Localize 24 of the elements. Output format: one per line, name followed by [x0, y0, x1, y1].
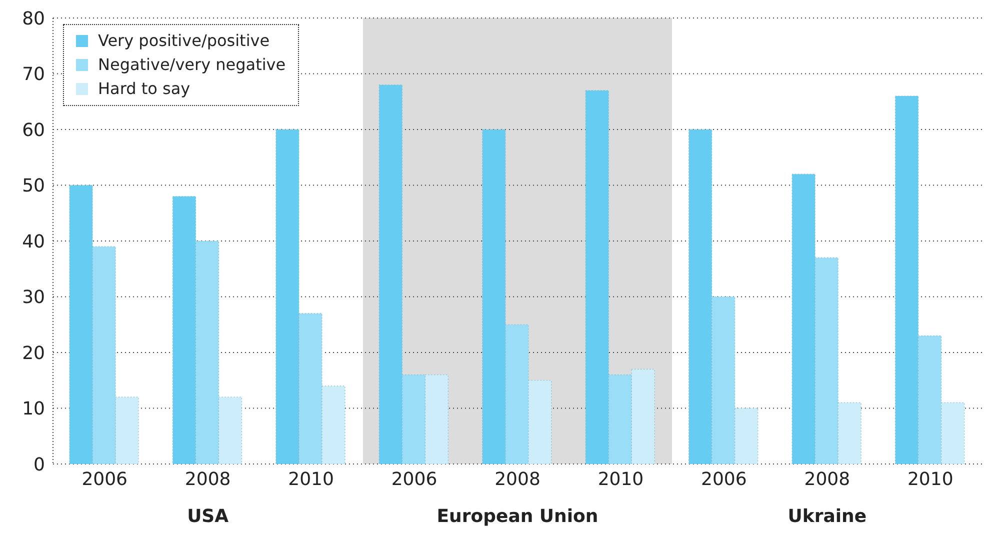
y-tick-label: 20 — [22, 342, 45, 364]
x-tick-label: 2006 — [391, 468, 438, 490]
x-tick-label: 2010 — [288, 468, 334, 490]
y-tick-label: 80 — [22, 8, 45, 30]
x-tick-label: 2008 — [804, 468, 850, 490]
text: Ukraine — [786, 506, 868, 527]
legend-label: Very positive/positive — [98, 30, 270, 52]
y-tick-label: 70 — [22, 64, 45, 86]
y-tick-label: 60 — [22, 120, 45, 141]
legend-label: Hard to say — [98, 78, 190, 100]
x-tick-label: 2008 — [494, 468, 540, 490]
x-tick-label: 2006 — [701, 468, 747, 490]
y-tick-label: 40 — [22, 231, 45, 252]
legend-label: Negative/very negative — [98, 54, 286, 76]
y-tick-label: 10 — [22, 398, 45, 420]
x-tick-label: 2008 — [184, 468, 231, 490]
y-tick-label: 0 — [34, 454, 45, 476]
y-tick-label: 50 — [22, 176, 45, 197]
text: USA — [186, 506, 230, 527]
x-tick-label: 2010 — [598, 468, 644, 490]
y-tick-label: 30 — [22, 287, 45, 308]
x-tick-label: 2006 — [82, 468, 128, 490]
x-tick-label: 2010 — [907, 468, 954, 490]
text: European Union — [436, 506, 600, 527]
